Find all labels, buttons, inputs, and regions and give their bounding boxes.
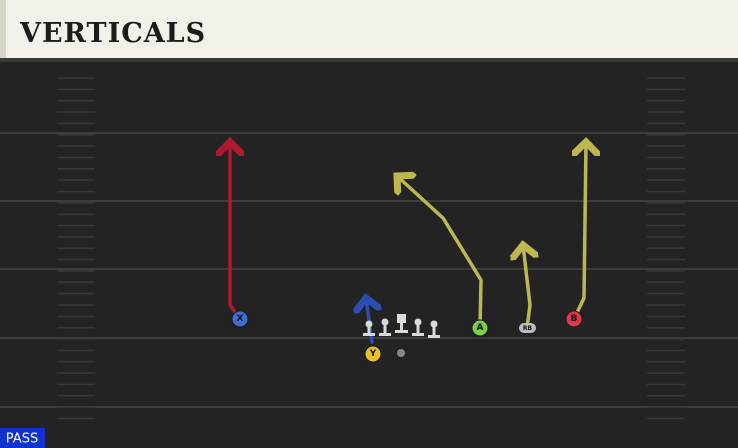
player-rb xyxy=(519,323,536,333)
header-shadow xyxy=(0,58,738,62)
play-type-badge xyxy=(0,428,45,448)
quarterback xyxy=(397,349,405,357)
header-bar xyxy=(0,0,738,60)
hash-marks xyxy=(57,77,685,420)
player-label: B xyxy=(571,314,578,324)
player-label: A xyxy=(477,323,484,333)
player-label: X xyxy=(237,314,244,324)
lineman xyxy=(363,320,375,336)
play-title: VERTICALS xyxy=(19,18,206,49)
play-type: PASS xyxy=(6,432,38,447)
route-rb xyxy=(523,245,530,330)
player-x xyxy=(231,310,249,328)
player-b xyxy=(565,310,583,328)
lineman xyxy=(379,318,391,336)
route-a xyxy=(397,176,483,330)
player-label: Y xyxy=(369,349,377,359)
header-edge xyxy=(0,0,6,60)
offensive-line xyxy=(363,314,440,338)
yard-lines xyxy=(0,132,738,408)
player-label: RB xyxy=(523,325,533,332)
center xyxy=(395,314,408,333)
lineman xyxy=(428,320,440,338)
player-y xyxy=(364,345,382,363)
player-a xyxy=(471,319,489,337)
lineman xyxy=(412,318,424,336)
